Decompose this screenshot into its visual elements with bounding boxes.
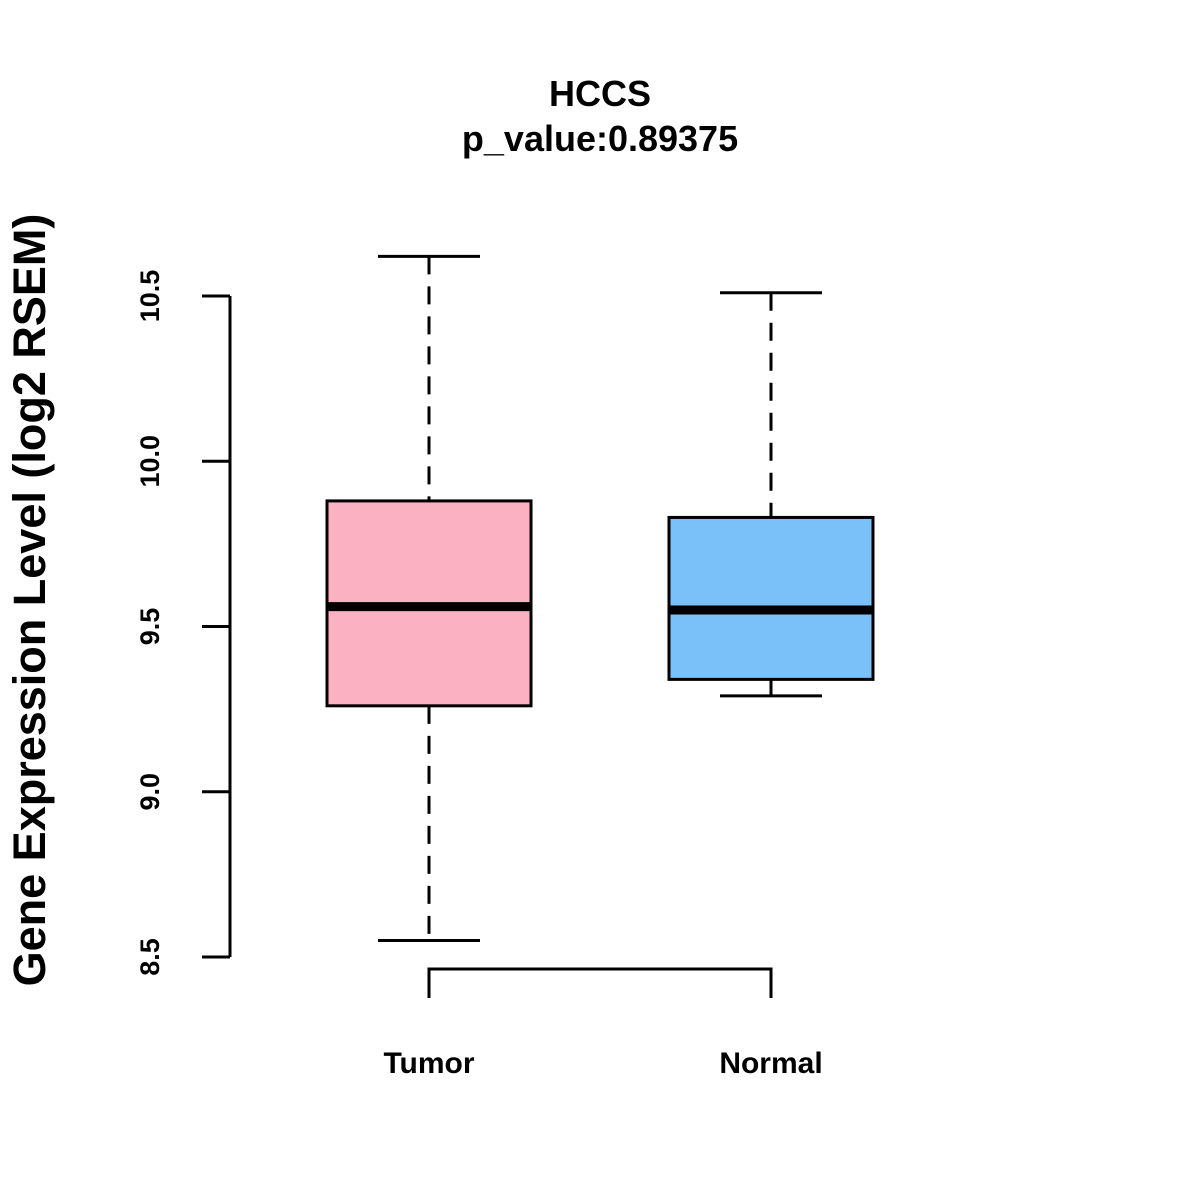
x-tick-label-normal: Normal [719,1047,822,1080]
y-tick-label: 10.0 [135,435,165,488]
iqr-box [667,515,875,681]
y-tick-label: 8.5 [135,938,165,976]
y-tick-label: 9.5 [135,608,165,646]
boxes-layer [325,254,875,942]
chart-subtitle: p_value:0.89375 [462,118,738,159]
chart-title: HCCS [549,73,651,114]
y-axis-label: Gene Expression Level (log2 RSEM) [4,214,55,987]
y-tick-label: 10.5 [135,270,165,323]
y-axis: 8.5 9.0 9.5 10.0 10.5 [135,270,232,976]
bracket-line [427,967,773,998]
box-tumor [325,254,533,942]
comparison-bracket [427,967,773,998]
y-tick-label: 9.0 [135,773,165,811]
box-normal [667,291,875,698]
x-axis-labels: Tumor Normal [383,1047,822,1080]
x-tick-label-tumor: Tumor [383,1047,474,1080]
